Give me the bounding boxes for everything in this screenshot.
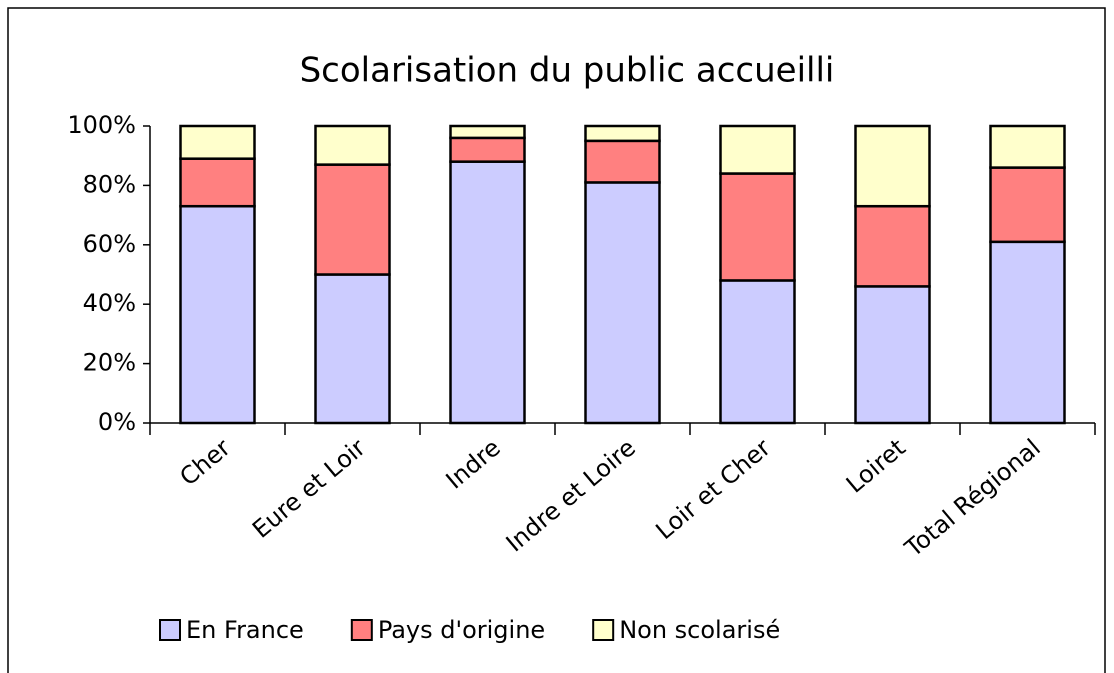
bar-segment — [449, 136, 526, 163]
bar-segment — [719, 172, 796, 282]
y-tick-label: 20% — [83, 349, 136, 377]
bar-segment — [989, 124, 1066, 169]
bar-segment — [314, 163, 391, 276]
bar-segment — [719, 124, 796, 175]
bar-segment — [179, 204, 256, 425]
legend-swatch — [159, 619, 181, 641]
bar-segment — [449, 160, 526, 425]
legend-label: En France — [186, 616, 304, 644]
bar-segment — [854, 124, 931, 208]
legend-swatch — [592, 619, 615, 641]
legend-swatch — [350, 619, 373, 641]
chart-frame — [7, 7, 1106, 673]
bar-segment — [584, 181, 661, 425]
bar-segment — [854, 204, 931, 288]
y-tick-label: 0% — [98, 408, 136, 436]
legend-label: Non scolarisé — [619, 616, 780, 644]
y-tick-label: 100% — [67, 111, 136, 139]
bar-segment — [584, 139, 661, 184]
legend-label: Pays d'origine — [378, 616, 545, 644]
bar-segment — [449, 124, 526, 140]
y-tick-label: 60% — [83, 230, 136, 258]
bar-segment — [314, 124, 391, 166]
y-tick-label: 40% — [83, 289, 136, 317]
bar-segment — [314, 273, 391, 425]
bar-segment — [719, 279, 796, 425]
bar-segment — [989, 166, 1066, 244]
bar-segment — [854, 285, 931, 425]
bar-segment — [179, 157, 256, 208]
bar-segment — [179, 124, 256, 160]
label-background — [898, 433, 1046, 564]
y-tick-label: 80% — [83, 170, 136, 198]
bar-segment — [584, 124, 661, 143]
chart-title: Scolarisation du public accueilli — [300, 51, 835, 91]
bar-segment — [989, 240, 1066, 425]
